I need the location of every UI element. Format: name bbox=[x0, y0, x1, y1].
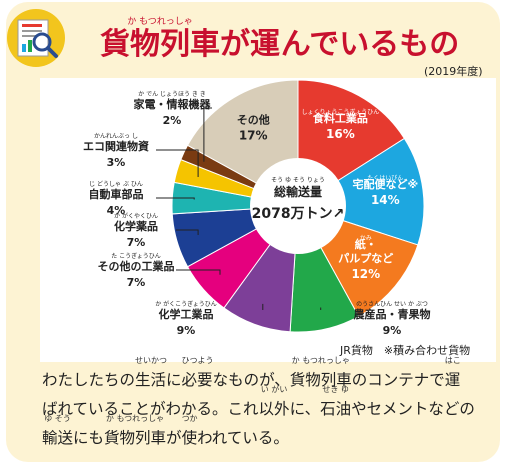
text-line: 輸送ゆ そう にも貨物列車か もつれっしゃ が使 つか われている。 bbox=[42, 414, 492, 453]
ruby-word: 貨物列車か もつれっしゃ bbox=[289, 356, 352, 390]
slice-ruby: じ どうしゃ ぶ ひん bbox=[89, 180, 143, 188]
slice-value: 17% bbox=[239, 128, 268, 142]
leader-line bbox=[176, 269, 221, 275]
ruby-text: か もつれっしゃ bbox=[291, 356, 350, 365]
slice-ruby: か がくやくひん bbox=[114, 212, 158, 220]
title-part: んでいるもの bbox=[280, 28, 460, 62]
year-note: (2019年度) bbox=[424, 65, 483, 78]
slice-value: 2% bbox=[163, 114, 182, 127]
ruby-text: つか bbox=[181, 414, 198, 423]
slice-ruby: た こうぎょうひん bbox=[111, 252, 161, 260]
text-segment: のコンテナで bbox=[351, 371, 445, 389]
ruby-text: せいかつ bbox=[135, 356, 168, 365]
slice-ruby: かんれんぶっ し bbox=[94, 133, 138, 140]
document-magnifier-icon bbox=[7, 9, 65, 67]
ruby-text: か もつれっしゃ bbox=[105, 414, 165, 423]
title-ruby: か もつれっしゃ bbox=[127, 17, 193, 27]
slice-label: その他の工業品 bbox=[98, 259, 175, 273]
slice-ruby: か がくこうぎょうひん bbox=[155, 300, 217, 308]
title-part: 運 bbox=[250, 28, 280, 62]
title-text: が bbox=[220, 27, 250, 62]
slice-label: その他 bbox=[237, 112, 270, 126]
description-text: わたしたちの生活 せいかつ に必要 ひつよう なものが、貨物列車か もつれっしゃ のコンテ… bbox=[42, 356, 492, 453]
ruby-word: 輸送ゆ そう bbox=[42, 414, 74, 448]
center-label: 総輸送量 bbox=[274, 184, 322, 199]
ruby-text: はこ bbox=[444, 356, 461, 365]
slice-ruby: たくはいびん bbox=[367, 174, 403, 182]
slice-label: 紙・ bbox=[355, 237, 377, 251]
source-note: JR貨物 ※積み合わせ貨物 bbox=[340, 344, 471, 357]
ruby-word: 生活 せいかつ bbox=[135, 356, 168, 390]
page-title: 貨物列車か もつれっしゃが運んでいるもの bbox=[100, 14, 460, 64]
ruby-word: 石油 せき ゆ bbox=[320, 385, 352, 419]
leader-line bbox=[156, 197, 195, 200]
slice-label: 農産品・青果物 bbox=[354, 307, 431, 321]
text-segment: われている。 bbox=[197, 429, 289, 447]
leader-line bbox=[156, 149, 199, 177]
slice-value: 14% bbox=[371, 193, 400, 207]
text-segment: なものが、 bbox=[212, 371, 290, 389]
chart-area: そう ゆ そう りょう 総輸送量 2078万トン↗ しょくりょうこうぎょうひん 食料工業… bbox=[40, 78, 496, 362]
text-segment: ばれていることがわかる。これ bbox=[42, 400, 259, 418]
slice-value: 12% bbox=[351, 267, 380, 281]
slice-value: 9% bbox=[383, 324, 402, 337]
ruby-word: 貨物列車か もつれっしゃ bbox=[104, 414, 167, 448]
text-segment: が bbox=[166, 429, 182, 447]
slice-value: 9% bbox=[177, 324, 196, 337]
text-segment: やセメントなどの bbox=[351, 400, 475, 418]
slice-label: エコ関連物資 bbox=[83, 139, 149, 153]
slice-label: 食料工業品 bbox=[313, 111, 368, 125]
text-segment: わたしたちの bbox=[42, 371, 136, 389]
slice-value: 3% bbox=[107, 156, 126, 169]
center-ruby: そう ゆ そう りょう bbox=[271, 177, 325, 184]
pie-slice bbox=[296, 137, 425, 246]
ruby-word: 運はこ bbox=[444, 356, 461, 390]
ruby-text: せき ゆ bbox=[322, 385, 349, 394]
text-segment: に bbox=[166, 371, 182, 389]
ruby-word: 以外い がい bbox=[258, 385, 290, 419]
slice-label: 化学工業品 bbox=[159, 307, 214, 321]
slice-value: 4% bbox=[107, 204, 126, 217]
slice-label: パルプなど bbox=[338, 251, 393, 265]
slice-label: 家電・情報機器 bbox=[134, 97, 212, 111]
title-text: 貨物列車 bbox=[100, 27, 220, 62]
ruby-text: い がい bbox=[260, 385, 288, 394]
text-line: ばれていることがわかる。これ以外い がい に、石油 せき ゆやセメントなどの bbox=[42, 385, 492, 424]
text-line: わたしたちの生活 せいかつ に必要 ひつよう なものが、貨物列車か もつれっしゃ のコンテ… bbox=[42, 356, 492, 395]
text-segment: に、 bbox=[289, 400, 321, 418]
slice-ruby: か でん じょうほう き き bbox=[138, 91, 206, 98]
slice-value: 16% bbox=[326, 127, 355, 141]
slice-value: 7% bbox=[127, 236, 146, 249]
center-total: 2078万トン↗ bbox=[252, 206, 345, 222]
slice-label: 宅配便など※ bbox=[352, 177, 418, 191]
title-part: 貨物列車か もつれっしゃ bbox=[100, 17, 220, 62]
slice-ruby: のうさんひん せい か ぶつ bbox=[356, 301, 428, 308]
ruby-word: 必要 ひつよう bbox=[181, 356, 214, 390]
ruby-text: ひつよう bbox=[181, 356, 214, 365]
leader-line bbox=[203, 107, 212, 162]
ruby-text: ゆ そう bbox=[44, 414, 71, 423]
slice-ruby: しょくりょうこうぎょうひん bbox=[302, 108, 380, 116]
leader-line bbox=[176, 229, 199, 235]
donut-center bbox=[250, 158, 346, 254]
title-text: 運 bbox=[250, 27, 280, 62]
title-part: が bbox=[220, 28, 250, 62]
slice-value: 7% bbox=[127, 276, 146, 289]
slice-label: 自動車部品 bbox=[89, 187, 144, 201]
title-text: んでいるもの bbox=[280, 27, 460, 62]
slice-label: 化学薬品 bbox=[114, 219, 158, 233]
slice-ruby: かみ bbox=[360, 235, 372, 242]
text-segment: にも bbox=[73, 429, 105, 447]
ruby-word: 使つか bbox=[181, 414, 198, 448]
